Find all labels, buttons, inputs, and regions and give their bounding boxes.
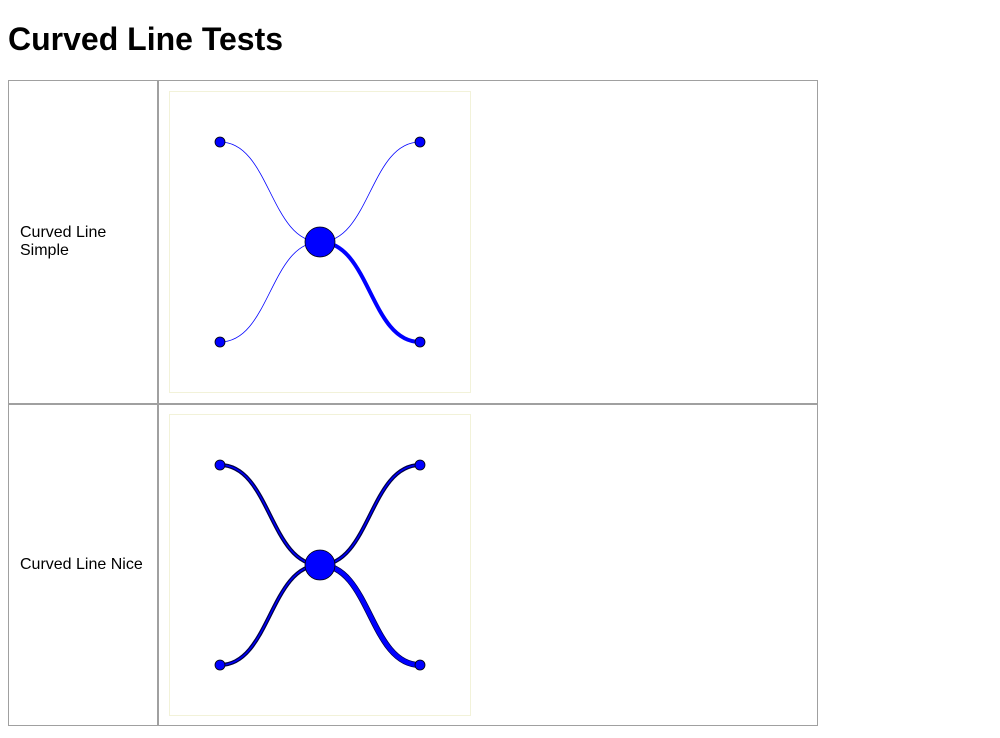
- curve-top-right: [319, 141, 421, 243]
- node-top-left: [214, 459, 226, 471]
- test-table: Curved Line Simple Curved Line Nice: [8, 80, 818, 726]
- node-bottom-right: [414, 659, 426, 671]
- node-bottom-left: [214, 336, 226, 348]
- test-label-nice: Curved Line Nice: [9, 403, 159, 725]
- curve-canvas-simple: [214, 136, 426, 348]
- test-canvas-cell-simple: [159, 81, 817, 403]
- test-canvas-cell-nice: [159, 403, 817, 725]
- test-label-simple: Curved Line Simple: [9, 81, 159, 403]
- curve-bottom-right-thick: [317, 562, 423, 668]
- page-title: Curved Line Tests: [8, 21, 284, 57]
- curve-bottom-left: [219, 564, 321, 666]
- canvas-frame-nice: [169, 414, 471, 716]
- test-row-simple: Curved Line Simple: [9, 81, 817, 403]
- node-top-right: [414, 459, 426, 471]
- curve-top-left: [219, 141, 321, 243]
- canvas-frame-simple: [169, 91, 471, 393]
- curve-canvas-nice: [214, 459, 426, 671]
- node-top-left: [214, 136, 226, 148]
- curve-top-right: [319, 464, 421, 566]
- curve-bottom-right-thick: [319, 240, 421, 344]
- node-bottom-left: [214, 659, 226, 671]
- node-top-right: [414, 136, 426, 148]
- node-center: [304, 549, 336, 581]
- test-row-nice: Curved Line Nice: [9, 403, 817, 725]
- node-center: [304, 226, 336, 258]
- curve-top-left: [219, 464, 321, 566]
- node-bottom-right: [414, 336, 426, 348]
- curve-bottom-left: [219, 241, 321, 343]
